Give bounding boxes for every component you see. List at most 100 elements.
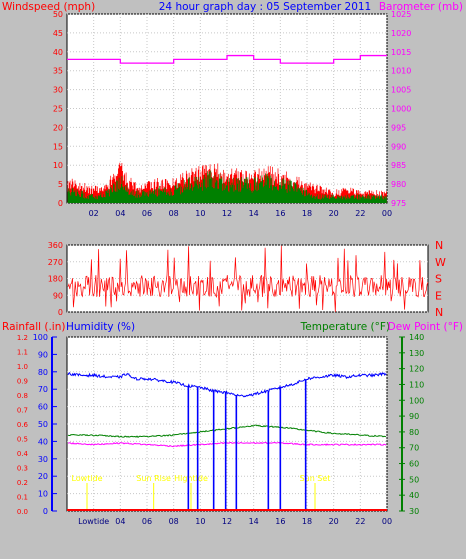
event-marker-label: Lowtide [71, 474, 102, 483]
x-tick-label: 18 [302, 517, 312, 526]
dew-point-axis-label: Dew Point (°F) [388, 321, 463, 333]
windspeed-tick-label: 50 [53, 10, 63, 19]
rainfall-tick-label: 0.7 [17, 407, 28, 415]
temperature-tick-label: 100 [409, 396, 424, 405]
x-tick-label: 08 [169, 209, 179, 218]
temperature-tick-label: 70 [409, 444, 419, 453]
compass-label: W [435, 256, 446, 269]
windspeed-tick-label: 35 [53, 67, 63, 76]
compass-label: S [435, 273, 442, 286]
compass-label: E [435, 289, 442, 302]
barometer-tick-label: 990 [391, 142, 406, 151]
x-tick-label: 08 [169, 517, 179, 526]
chart-title: 24 hour graph day : 05 September 2011 [159, 1, 371, 13]
x-tick-label: 00 [382, 517, 392, 526]
rainfall-tick-label: 1.1 [17, 349, 28, 357]
humidity-tick-label: 10 [38, 490, 48, 499]
x-tick-label: 04 [115, 209, 125, 218]
rainfall-tick-label: 1.0 [17, 363, 28, 371]
temperature-tick-label: 120 [409, 365, 424, 374]
barometer-tick-label: 1020 [391, 29, 411, 38]
rainfall-axis-label: Rainfall (.in) [2, 321, 65, 333]
direction-tick-label: 90 [53, 291, 63, 300]
x-tick-label: 10 [195, 517, 205, 526]
rainfall-tick-label: 0.8 [17, 392, 28, 400]
windspeed-average-series [67, 170, 387, 203]
rainfall-tick-label: 0.6 [17, 421, 29, 429]
wind-direction-series [67, 245, 429, 313]
rainfall-tick-label: 0.1 [17, 494, 28, 502]
windspeed-tick-label: 0 [58, 199, 63, 208]
windspeed-tick-label: 45 [53, 29, 63, 38]
windspeed-axis-label: Windspeed (mph) [2, 1, 95, 13]
x-tick-label: 12 [222, 517, 232, 526]
rainfall-tick-label: 0.9 [17, 378, 28, 386]
event-marker-label: Sun Set [300, 474, 331, 483]
compass-label: N [435, 239, 443, 252]
wind-barometer-panel: 0510152025303540455097598098599099510001… [53, 10, 412, 218]
humidity-tick-label: 20 [38, 472, 48, 481]
humidity-tick-label: 40 [38, 437, 48, 446]
humidity-series [67, 371, 387, 398]
temperature-tick-label: 40 [409, 491, 419, 500]
x-tick-label: Lowtide [78, 517, 109, 526]
temperature-tick-label: 80 [409, 428, 419, 437]
rainfall-tick-label: 0.0 [17, 508, 28, 516]
barometer-tick-label: 995 [391, 123, 406, 132]
event-marker-label: Sun Rise [136, 474, 171, 483]
x-tick-label: 04 [115, 517, 125, 526]
humidity-tick-label: 60 [38, 403, 48, 412]
x-tick-label: 20 [329, 209, 339, 218]
barometer-tick-label: 980 [391, 180, 406, 189]
barometer-tick-label: 1000 [391, 105, 411, 114]
rainfall-tick-label: 0.2 [17, 479, 28, 487]
windspeed-tick-label: 10 [53, 161, 63, 170]
barometer-tick-label: 1005 [391, 86, 411, 95]
temperature-axis-label: Temperature (°F) [300, 321, 390, 333]
x-tick-label: 00 [382, 209, 392, 218]
windspeed-tick-label: 20 [53, 123, 63, 132]
rainfall-tick-label: 0.5 [17, 436, 28, 444]
barometer-tick-label: 1010 [391, 67, 411, 76]
humidity-tick-label: 100 [33, 333, 48, 342]
x-tick-label: 12 [222, 209, 232, 218]
barometer-tick-label: 1025 [391, 10, 411, 19]
rainfall-tick-label: 0.3 [17, 465, 28, 473]
x-tick-label: 22 [355, 517, 365, 526]
direction-tick-label: 360 [48, 241, 63, 250]
humidity-tick-label: 70 [38, 385, 48, 394]
temperature-tick-label: 30 [409, 507, 419, 516]
windspeed-tick-label: 15 [53, 142, 63, 151]
x-tick-label: 22 [355, 209, 365, 218]
x-tick-label: 10 [195, 209, 205, 218]
direction-tick-label: 270 [48, 258, 63, 267]
compass-label: N [435, 306, 443, 319]
humidity-tick-label: 90 [38, 350, 48, 359]
event-marker-label: Hightide [174, 474, 208, 483]
barometer-tick-label: 985 [391, 161, 406, 170]
windspeed-tick-label: 25 [53, 105, 63, 114]
barometer-tick-label: 975 [391, 199, 406, 208]
humidity-temperature-panel: 0.0 0.1 0.2 0.3 0.4 0.5 0.6 0.7 0.8 0.9 1.0 1.1 1.2 0… [17, 333, 424, 526]
windspeed-tick-label: 5 [58, 180, 63, 189]
temperature-tick-label: 130 [409, 349, 424, 358]
x-tick-label: 14 [249, 209, 259, 218]
direction-tick-label: 0 [58, 308, 63, 317]
temperature-tick-label: 90 [409, 412, 419, 421]
barometer-tick-label: 1015 [391, 48, 411, 57]
humidity-axis-label: Humidity (%) [66, 321, 135, 333]
direction-tick-label: 180 [48, 275, 63, 284]
x-tick-label: 02 [89, 209, 99, 218]
temperature-tick-label: 60 [409, 460, 419, 469]
x-tick-label: 20 [329, 517, 339, 526]
x-tick-label: 18 [302, 209, 312, 218]
x-tick-label: 16 [275, 517, 285, 526]
humidity-tick-label: 80 [38, 368, 48, 377]
humidity-tick-label: 50 [38, 420, 48, 429]
barometer-axis-label: Barometer (mb) [379, 1, 463, 13]
humidity-tick-label: 0 [43, 507, 48, 516]
x-tick-label: 14 [249, 517, 259, 526]
